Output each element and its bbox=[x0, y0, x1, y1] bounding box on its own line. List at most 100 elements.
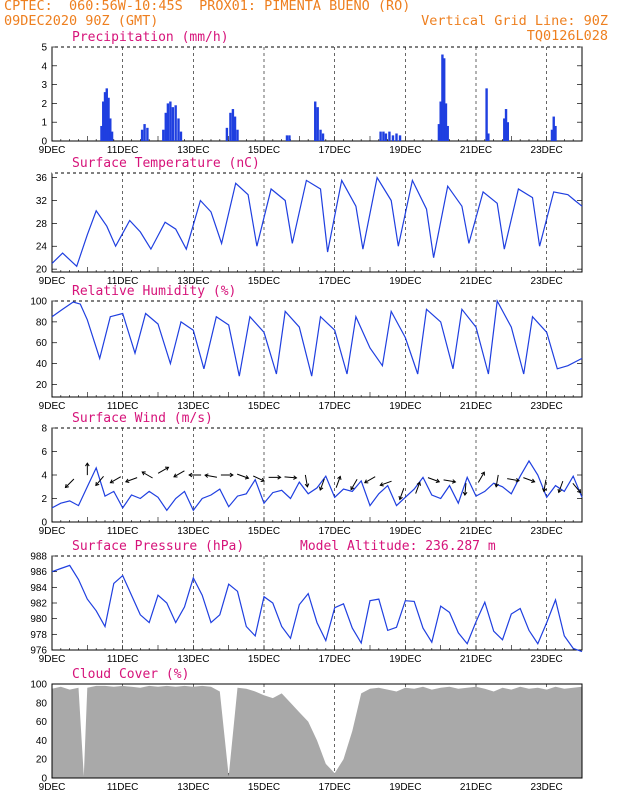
panel-3: 9DEC 11DEC 13DEC 15DEC 17DEC 19DEC 21DEC 23DEC 2… bbox=[30, 284, 583, 412]
x-tick-label: 17DEC bbox=[319, 145, 351, 156]
wind-arrow bbox=[523, 477, 536, 483]
wind-arrow-head bbox=[577, 488, 582, 494]
precip-bar bbox=[391, 135, 395, 141]
x-tick-label: 13DEC bbox=[177, 782, 209, 793]
wind-arrow bbox=[462, 483, 468, 497]
y-tick-label: 980 bbox=[30, 614, 47, 625]
x-tick-label: 15DEC bbox=[248, 401, 280, 412]
x-tick-label: 19DEC bbox=[389, 276, 421, 287]
precip-bar bbox=[321, 133, 325, 141]
plot-frame bbox=[51, 555, 583, 651]
x-tick-label: 21DEC bbox=[460, 145, 492, 156]
precip-bar bbox=[288, 135, 291, 141]
precip-bar bbox=[174, 105, 177, 141]
precip-bar bbox=[554, 125, 557, 141]
precip-bar bbox=[107, 97, 110, 141]
wind-arrow-head bbox=[451, 479, 457, 484]
precip-bar bbox=[140, 129, 144, 141]
precip-bar bbox=[382, 131, 385, 141]
wind-arrow bbox=[284, 475, 298, 480]
y-tick-label: 20 bbox=[36, 265, 48, 276]
wind-arrow-shaft bbox=[523, 477, 535, 483]
y-tick-label: 24 bbox=[36, 242, 48, 253]
precip-bar bbox=[231, 109, 235, 141]
y-tick-label: 982 bbox=[30, 599, 47, 610]
precip-bar bbox=[103, 92, 107, 141]
wind-arrow bbox=[204, 473, 217, 478]
y-tick-label: 100 bbox=[30, 680, 47, 691]
wind-arrow-head bbox=[557, 488, 562, 494]
precip-bar bbox=[143, 124, 146, 141]
wind-arrow-head bbox=[379, 482, 384, 487]
wind-arrow bbox=[415, 481, 421, 494]
model-id: TQ0126L028 bbox=[526, 28, 608, 44]
precip-bar bbox=[506, 122, 509, 141]
precip-bar bbox=[171, 107, 175, 141]
series-line bbox=[51, 175, 583, 268]
x-tick-label: 9DEC bbox=[39, 276, 66, 287]
x-tick-label: 17DEC bbox=[319, 526, 351, 537]
y-tick-label: 988 bbox=[30, 552, 47, 563]
y-tick-label: 36 bbox=[36, 173, 48, 184]
precip-bar bbox=[100, 125, 103, 141]
wind-arrow-shaft bbox=[304, 474, 308, 487]
precip-bar bbox=[233, 116, 237, 141]
precip-bar bbox=[395, 133, 398, 141]
wind-arrow bbox=[304, 474, 310, 488]
wind-arrow-shaft bbox=[415, 482, 421, 494]
wind-arrow bbox=[95, 475, 104, 487]
x-tick-label: 21DEC bbox=[460, 782, 492, 793]
precip-bar bbox=[552, 116, 555, 141]
x-tick-label: 19DEC bbox=[389, 145, 421, 156]
wind-arrow bbox=[141, 471, 153, 479]
wind-arrow bbox=[268, 475, 282, 480]
precip-bar bbox=[388, 131, 391, 141]
precip-bar bbox=[446, 125, 449, 141]
wind-arrow-shaft bbox=[543, 479, 547, 492]
wind-arrow-shaft bbox=[125, 477, 138, 483]
wind-arrow bbox=[427, 477, 441, 483]
x-tick-label: 23DEC bbox=[531, 526, 563, 537]
y-tick-label: 28 bbox=[36, 219, 48, 230]
wind-arrow bbox=[335, 475, 342, 488]
panel-title: Surface Temperature (nC) bbox=[72, 156, 260, 171]
x-tick-label: 17DEC bbox=[319, 276, 351, 287]
x-tick-label: 19DEC bbox=[389, 526, 421, 537]
wind-arrow-shaft bbox=[443, 479, 456, 483]
wind-arrow-head bbox=[277, 475, 282, 480]
wind-arrow-shaft bbox=[572, 483, 581, 493]
wind-arrow-shaft bbox=[110, 476, 122, 484]
x-tick-label: 23DEC bbox=[531, 782, 563, 793]
wind-arrow-shaft bbox=[141, 471, 153, 479]
y-tick-label: 978 bbox=[30, 630, 47, 641]
panel-title: Cloud Cover (%) bbox=[72, 667, 189, 682]
y-tick-label: 2 bbox=[41, 494, 47, 505]
wind-arrow-head bbox=[480, 471, 485, 476]
wind-arrow bbox=[85, 462, 90, 476]
wind-arrow bbox=[236, 473, 250, 480]
wind-arrow-head bbox=[64, 483, 69, 489]
wind-arrow-shaft bbox=[284, 476, 297, 479]
y-tick-label: 40 bbox=[36, 359, 48, 370]
precip-bar bbox=[550, 129, 554, 141]
y-tick-label: 976 bbox=[30, 646, 47, 657]
wind-arrow-shaft bbox=[558, 480, 564, 493]
wind-arrow-head bbox=[416, 481, 421, 486]
precip-bar bbox=[146, 127, 149, 141]
wind-arrow-shaft bbox=[335, 476, 341, 488]
wind-arrow-shaft bbox=[319, 478, 325, 491]
y-tick-label: 0 bbox=[41, 774, 47, 785]
wind-arrow-shaft bbox=[173, 470, 185, 478]
wind-arrow bbox=[188, 472, 202, 478]
precip-bar bbox=[225, 127, 229, 141]
wind-arrow-head bbox=[188, 472, 193, 478]
y-tick-label: 2 bbox=[41, 99, 47, 110]
wind-arrow-head bbox=[173, 473, 178, 478]
wind-arrow-shaft bbox=[65, 478, 75, 488]
series-line bbox=[51, 299, 583, 377]
precip-bar bbox=[384, 133, 388, 141]
y-tick-label: 1 bbox=[41, 118, 47, 129]
plot-frame bbox=[51, 300, 583, 398]
panel-4: 9DEC 11DEC 13DEC 15DEC 17DEC 19DEC 21DEC 23DEC 0… bbox=[39, 411, 583, 537]
precip-bar bbox=[316, 107, 319, 141]
